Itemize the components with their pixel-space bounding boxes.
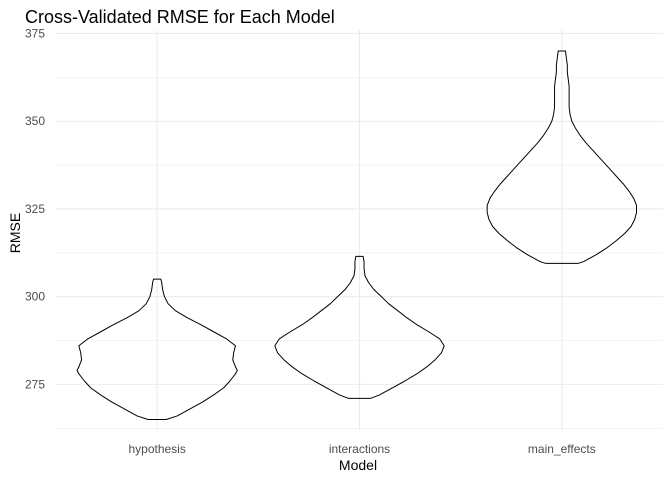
y-axis-title: RMSE	[7, 213, 23, 253]
x-axis-title: Model	[339, 457, 377, 473]
y-tick-label: 275	[25, 377, 45, 391]
violin-interactions	[274, 255, 445, 399]
y-tick-label: 375	[25, 27, 45, 41]
y-tick-label: 350	[25, 114, 45, 128]
y-tick-labels: 275 300 325 350 375	[25, 27, 45, 392]
y-tick-label: 325	[25, 202, 45, 216]
y-tick-label: 300	[25, 290, 45, 304]
x-tick-label: interactions	[329, 442, 390, 456]
chart-title: Cross-Validated RMSE for Each Model	[25, 7, 335, 27]
grid	[56, 30, 663, 430]
violins	[76, 50, 637, 420]
x-tick-label: hypothesis	[128, 442, 185, 456]
violin-main-effects	[486, 50, 637, 264]
x-tick-labels: hypothesis interactions main_effects	[128, 442, 595, 456]
x-tick-label: main_effects	[528, 442, 596, 456]
violin-hypothesis	[76, 278, 238, 420]
